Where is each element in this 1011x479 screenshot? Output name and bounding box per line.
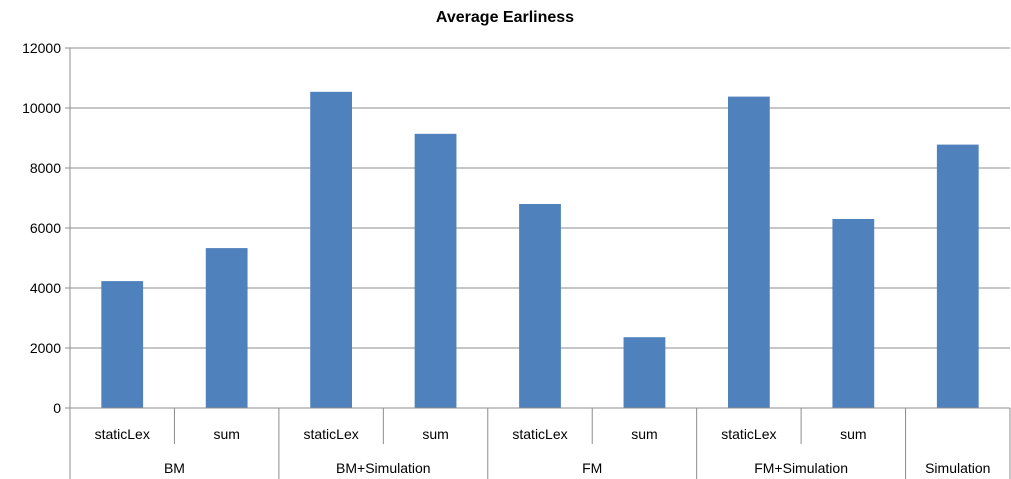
y-tick-label: 2000 — [30, 340, 61, 356]
x-subcategory-label: sum — [840, 426, 866, 442]
x-subcategory-label: staticLex — [303, 426, 358, 442]
axis-layer — [65, 47, 1011, 479]
y-tick-label: 0 — [53, 400, 61, 416]
x-group-label: FM+Simulation — [754, 460, 848, 476]
x-subcategory-label: sum — [422, 426, 448, 442]
bar — [623, 337, 666, 408]
bar — [832, 219, 875, 408]
bar — [310, 91, 352, 409]
x-group-label: Simulation — [925, 460, 990, 476]
x-subcategory-label: staticLex — [512, 426, 567, 442]
y-tick-label: 10000 — [22, 100, 61, 116]
x-subcategory-label: staticLex — [95, 426, 150, 442]
bar — [205, 248, 248, 408]
bar — [414, 133, 457, 409]
x-group-label: BM — [164, 460, 185, 476]
x-subcategory-label: staticLex — [721, 426, 776, 442]
x-group-label: BM+Simulation — [336, 460, 431, 476]
chart-title: Average Earliness — [436, 9, 574, 26]
x-subcategory-label: sum — [213, 426, 239, 442]
y-tick-label: 8000 — [30, 160, 61, 176]
y-tick-label: 6000 — [30, 220, 61, 236]
x-group-label: FM — [582, 460, 602, 476]
bar — [936, 144, 979, 408]
bar — [101, 281, 144, 408]
bar — [519, 204, 561, 408]
bar — [728, 96, 770, 408]
y-tick-label: 12000 — [22, 40, 61, 56]
x-subcategory-label: sum — [631, 426, 657, 442]
y-tick-label: 4000 — [30, 280, 61, 296]
label-layer: 0 2000 4000 6000 8000 10000 12000 staticLex sum s… — [22, 40, 990, 476]
bar-layer — [101, 91, 979, 409]
